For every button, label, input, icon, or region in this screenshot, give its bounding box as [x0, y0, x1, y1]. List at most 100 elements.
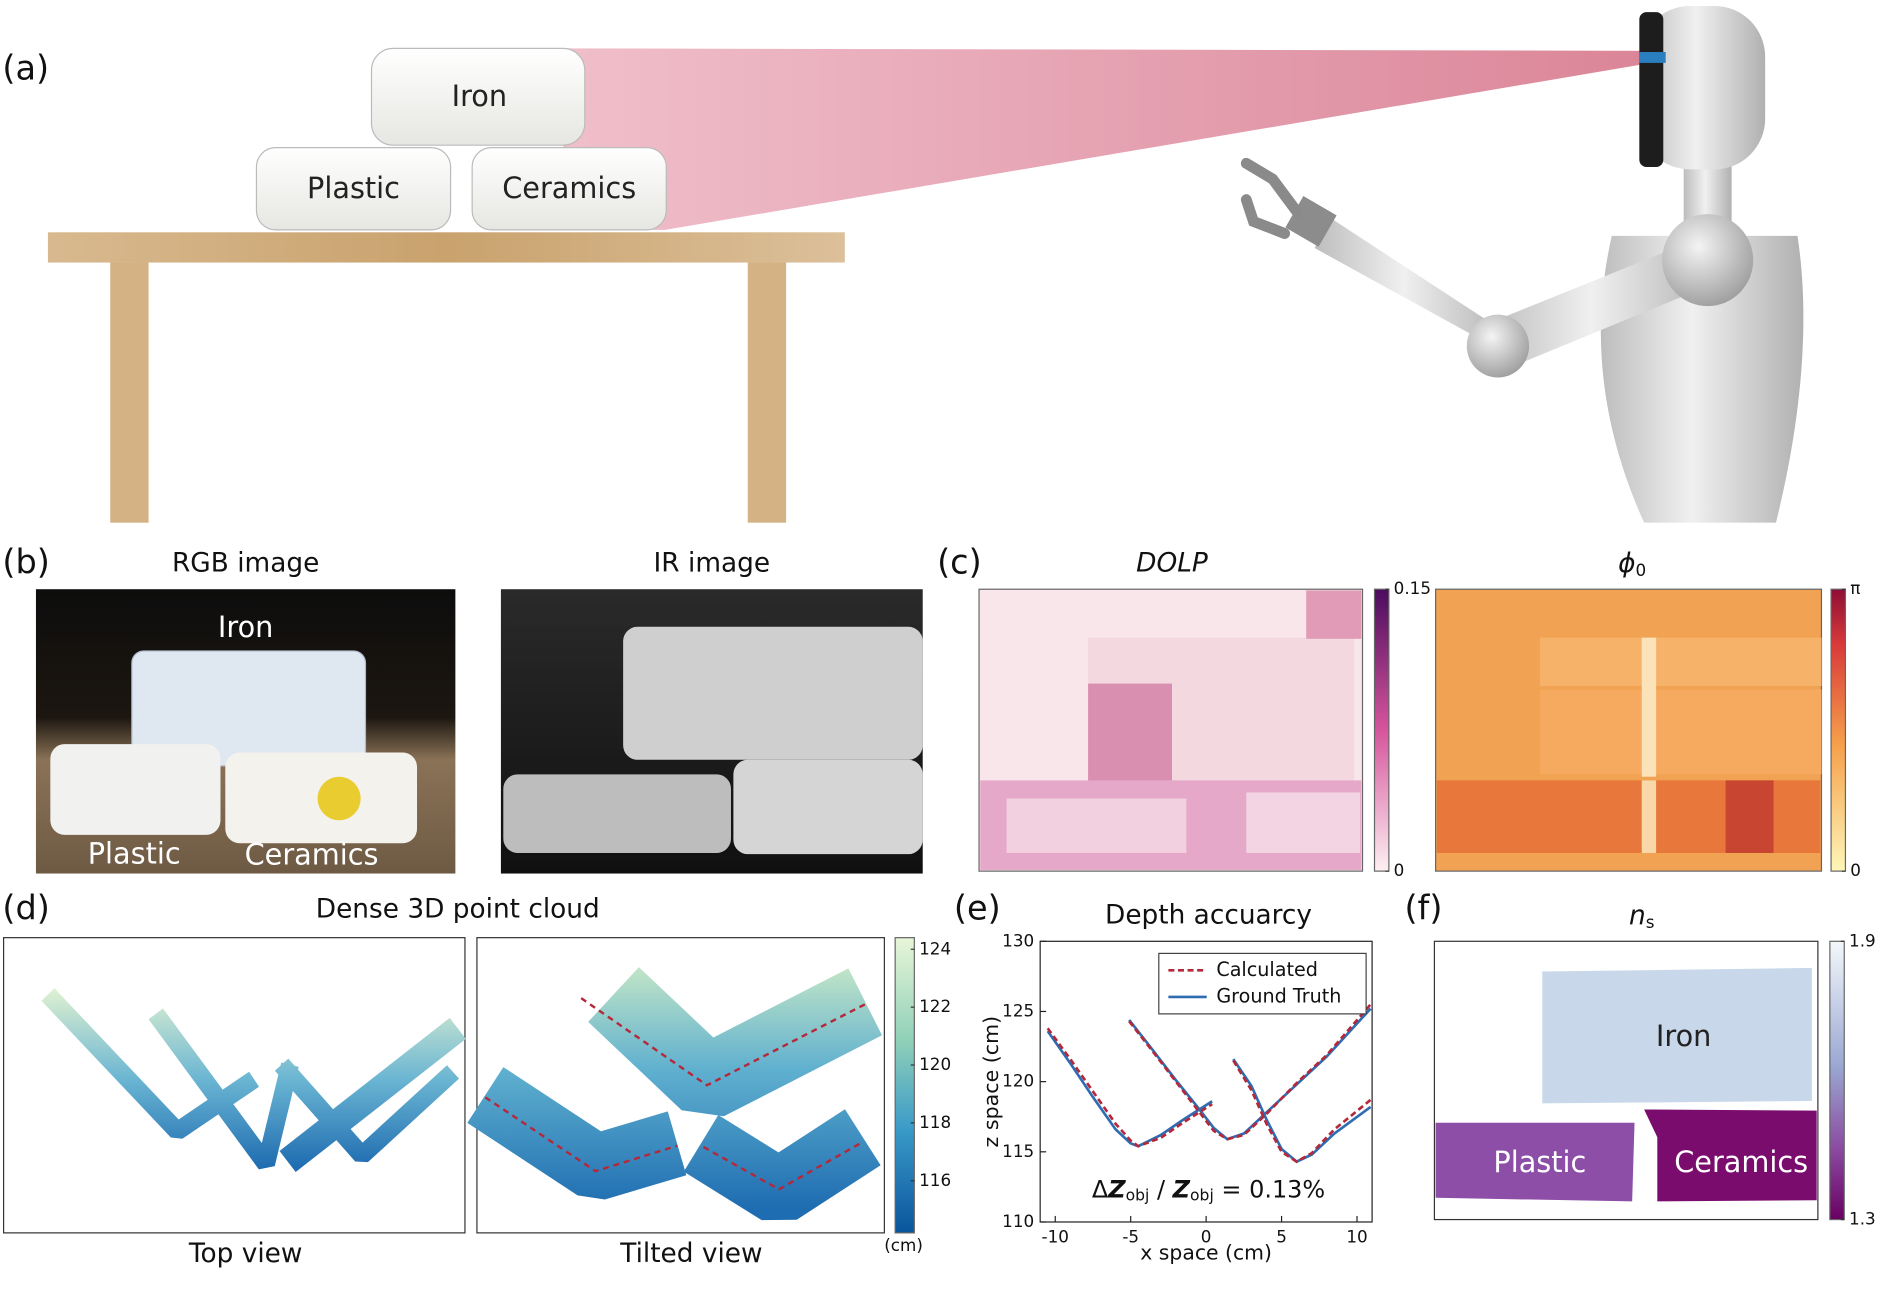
- annotation-part: obj: [1190, 1185, 1214, 1204]
- robot-part: [1662, 214, 1754, 307]
- x-tick-label: -5: [1122, 1227, 1139, 1247]
- y-tick-label: 125: [1002, 1000, 1034, 1020]
- scene-illustration-part: [47, 232, 845, 263]
- point-cloud-views-part: [588, 967, 883, 1117]
- ir-photo: [500, 589, 923, 874]
- map-title-sub: 0: [1636, 560, 1647, 580]
- x-tick-label: -10: [1042, 1227, 1069, 1247]
- x-tick-label: 5: [1276, 1227, 1287, 1247]
- region-label: Plastic: [1493, 1145, 1586, 1179]
- map-title: ϕ0: [1618, 547, 1646, 580]
- x-axis-label: x space (cm): [1140, 1240, 1272, 1264]
- ir-photo-part: [503, 774, 731, 853]
- photo-label: Iron: [218, 610, 273, 644]
- ns-map-part: [1435, 1122, 1635, 1202]
- region-label: Ceramics: [1674, 1145, 1808, 1179]
- phi-map: [1435, 588, 1823, 872]
- y-tick-label: 110: [1002, 1211, 1034, 1231]
- point-cloud-views-part: [484, 1096, 678, 1173]
- scene-illustration-part: [747, 262, 787, 523]
- robot-part: [1639, 12, 1664, 167]
- point-cloud-views-part: [148, 1008, 299, 1170]
- y-tick-label: 130: [1002, 930, 1034, 950]
- phi-map-part: [1539, 637, 1822, 687]
- robot-part: [1485, 241, 1721, 367]
- scene-illustration: [47, 47, 1652, 523]
- annotation-part: Δ: [1092, 1175, 1109, 1203]
- dolp-map-part: [1088, 683, 1172, 791]
- colorbar: [1373, 588, 1390, 872]
- x-tick-label: 0: [1201, 1227, 1212, 1247]
- ns-map-part: [1644, 1109, 1817, 1202]
- panel-label: (c): [937, 542, 982, 581]
- phi-map-part: [1725, 780, 1774, 853]
- image-title: IR image: [654, 547, 771, 578]
- point-cloud-views-part: [580, 997, 866, 1087]
- colorbar: [894, 937, 915, 1234]
- annotation-part: /: [1149, 1175, 1172, 1203]
- region-label: Iron: [1656, 1019, 1711, 1053]
- panel-label: (d): [2, 888, 49, 927]
- robot-part: [1639, 6, 1766, 170]
- colorbar-tick-label: 0: [1394, 860, 1405, 880]
- robot-part: [1639, 52, 1666, 63]
- scene-illustration-part: [563, 48, 1652, 230]
- y-tick-label: 120: [1002, 1071, 1034, 1091]
- dolp-map-part: [1006, 798, 1187, 853]
- colorbar-tick-label: 1.3: [1849, 1209, 1876, 1229]
- colorbar-tick-label: 120: [919, 1054, 951, 1074]
- x-tick-label: 10: [1346, 1227, 1367, 1247]
- y-tick-label: 115: [1002, 1141, 1034, 1161]
- object-label: Ceramics: [502, 171, 636, 205]
- colorbar-tick-label: 1.9: [1849, 930, 1876, 950]
- colorbar: [1830, 588, 1847, 872]
- legend-label: Ground Truth: [1216, 984, 1341, 1007]
- phi-map-part: [1641, 637, 1657, 777]
- point-cloud-views-part: [702, 1142, 861, 1191]
- colorbar-tick-label: π: [1850, 578, 1860, 598]
- panel-title: Dense 3D point cloud: [316, 893, 600, 924]
- colorbar-tick-label: 124: [919, 938, 951, 958]
- ns-map: [1433, 940, 1819, 1221]
- panel-label: (f): [1404, 888, 1442, 927]
- point-cloud-views-part: [467, 1067, 687, 1200]
- legend-label: Calculated: [1216, 958, 1318, 981]
- robot-part: [1240, 157, 1304, 219]
- map-title: DOLP: [1136, 547, 1208, 578]
- chart-title: Depth accuarcy: [1105, 899, 1312, 930]
- scene-illustration-part: [370, 47, 586, 146]
- robot-part: [1466, 314, 1530, 378]
- phi-map-part: [1641, 780, 1657, 853]
- rgb-photo: [35, 589, 456, 874]
- photo-label: Ceramics: [245, 838, 379, 872]
- scene-illustration-part: [110, 262, 149, 523]
- dolp-map: [978, 588, 1364, 872]
- colorbar-tick-label: 0: [1850, 860, 1861, 880]
- dolp-map-part: [1306, 590, 1362, 639]
- view-caption: Top view: [188, 1238, 303, 1269]
- view-caption: Tilted view: [619, 1238, 762, 1269]
- data-line: [1046, 1003, 1372, 1164]
- point-cloud-views: [2, 937, 885, 1234]
- legend-box: [1158, 952, 1367, 1015]
- panel-title-sub: s: [1646, 912, 1655, 932]
- depth-chart: Depth accuarcy -10 -5 0 5 10 110 115 120 125 130 x …: [979, 899, 1373, 1264]
- robot: [1240, 6, 1804, 523]
- colorbar-tick-label: 116: [919, 1170, 951, 1190]
- phi-map-part: [1539, 689, 1822, 775]
- annotation-part: Z: [1107, 1175, 1126, 1203]
- image-title: RGB image: [172, 547, 319, 578]
- object-label: Plastic: [307, 171, 400, 205]
- scene-illustration-part: [471, 147, 667, 231]
- robot-part: [1314, 217, 1513, 357]
- ir-photo-part: [623, 626, 923, 760]
- robot-part: [1240, 194, 1291, 239]
- scene-illustration-part: [255, 147, 452, 231]
- map-title-main: ϕ: [1618, 547, 1635, 578]
- colorbar-tick-label: 0.15: [1394, 578, 1431, 598]
- annotation-part: obj: [1126, 1185, 1150, 1204]
- annotation-part: Z: [1172, 1175, 1191, 1203]
- colorbar-unit: (cm): [884, 1235, 923, 1255]
